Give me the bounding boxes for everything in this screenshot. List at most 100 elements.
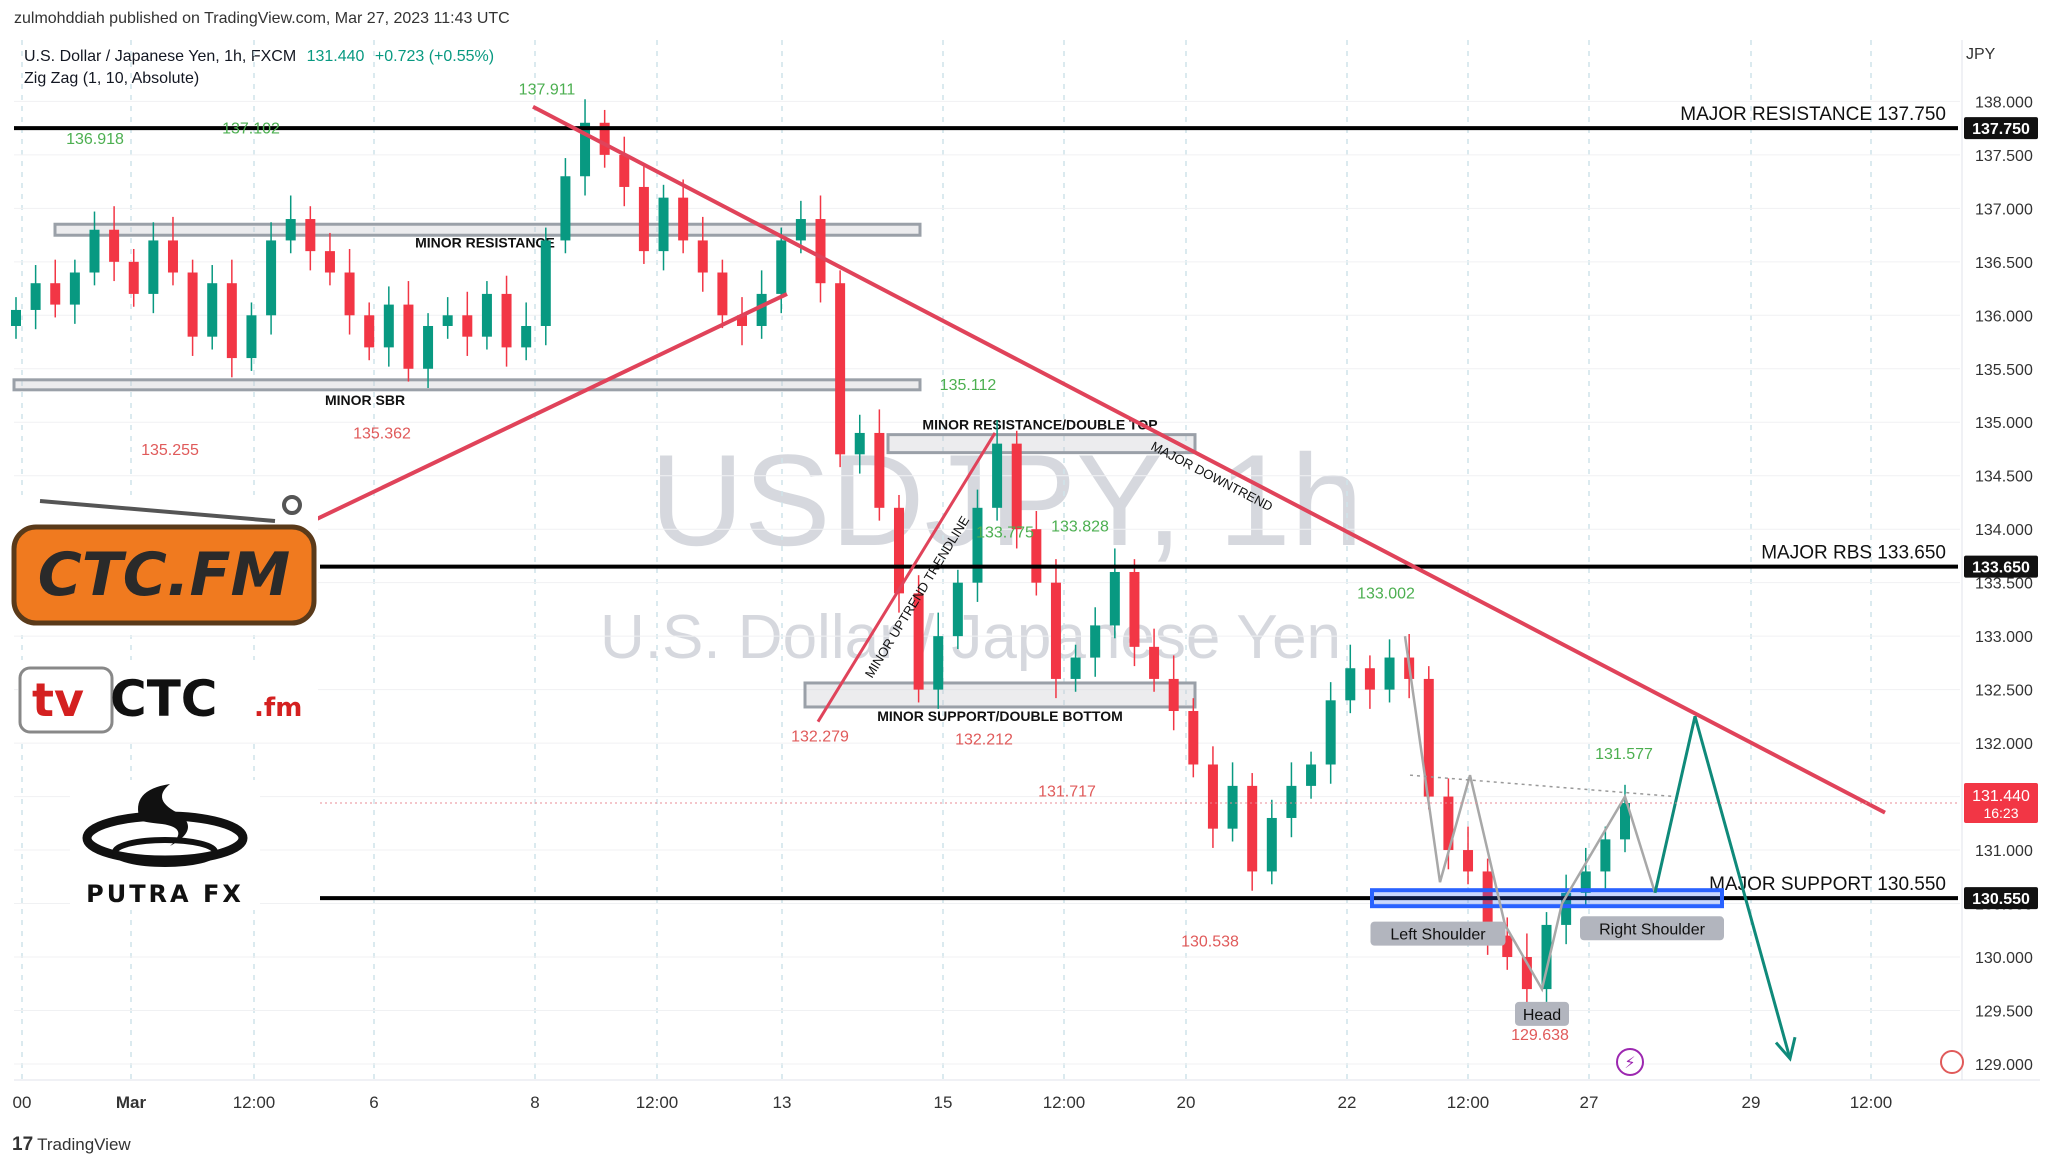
- candle-body: [128, 261, 139, 294]
- candle-body: [364, 315, 375, 348]
- candle-body: [697, 240, 708, 273]
- candle-body: [1580, 871, 1591, 893]
- tvctc-logo-ctc: CTC: [110, 670, 218, 728]
- publisher-line: zulmohddiah published on TradingView.com…: [14, 10, 510, 27]
- zigzag-label: 130.538: [1181, 933, 1239, 950]
- zigzag-label: 132.279: [791, 728, 849, 745]
- candle-body: [1541, 924, 1552, 990]
- candle-body: [874, 432, 885, 508]
- candle-body: [30, 283, 41, 310]
- tradingview-logo-icon: 17: [12, 1134, 34, 1155]
- candle-body: [1600, 839, 1611, 872]
- zone-label: MINOR RESISTANCE/DOUBLE TOP: [922, 417, 1157, 433]
- zone-box: [886, 433, 1197, 455]
- last-price: 131.440: [306, 48, 365, 65]
- zigzag-label: 137.911: [519, 82, 576, 99]
- major-downtrend-line: [532, 104, 1886, 815]
- candle-body: [835, 283, 846, 455]
- candle-body: [1129, 571, 1140, 647]
- price-tag-label: 133.650: [1972, 560, 2030, 577]
- major-level-label: MAJOR RBS 133.650: [1761, 543, 1946, 564]
- candle-body: [893, 507, 904, 594]
- candle-body: [1306, 764, 1317, 786]
- zone-label: MINOR SUPPORT/DOUBLE BOTTOM: [877, 708, 1123, 724]
- major-level-label: MAJOR SUPPORT 130.550: [1709, 874, 1946, 895]
- x-tick-label: 20: [1177, 1093, 1196, 1112]
- tradingview-footer[interactable]: 17 TradingView: [12, 1134, 131, 1156]
- x-tick-label: 15: [934, 1093, 953, 1112]
- zigzag-label: 135.362: [353, 426, 411, 443]
- y-tick-label: 132.000: [1975, 736, 2033, 753]
- projection-arrowhead: [1774, 1036, 1797, 1062]
- major-level-label: MAJOR RESISTANCE 137.750: [1680, 104, 1946, 125]
- y-tick-label: 137.000: [1975, 201, 2033, 218]
- x-tick-label: 29: [1742, 1093, 1761, 1112]
- candle-body: [266, 240, 277, 316]
- zone-label: MINOR SBR: [325, 392, 405, 408]
- candle-body: [580, 122, 591, 177]
- symbol-legend[interactable]: U.S. Dollar / Japanese Yen, 1h, FXCM 131…: [24, 48, 494, 66]
- candle-body: [795, 219, 806, 241]
- candle-body: [972, 507, 983, 583]
- candle-body: [815, 219, 826, 284]
- candle-body: [933, 636, 944, 690]
- candle-body: [344, 272, 355, 316]
- candle-body: [324, 251, 335, 273]
- candle-body: [1620, 802, 1630, 840]
- lightning-icon: [1616, 1048, 1644, 1076]
- candle-body: [226, 283, 237, 359]
- x-tick-label: 13: [773, 1093, 792, 1112]
- candle-body: [1050, 582, 1061, 679]
- y-tick-label: 131.000: [1975, 843, 2033, 860]
- candle-body: [1168, 678, 1179, 712]
- x-tick-label: Mar: [116, 1093, 147, 1112]
- x-tick-label: 00: [13, 1093, 32, 1112]
- price-tag: [1964, 555, 2038, 578]
- candle-body: [501, 293, 512, 348]
- candle-body: [383, 304, 394, 348]
- y-tick-label: 133.500: [1975, 576, 2033, 593]
- indicator-legend[interactable]: Zig Zag (1, 10, Absolute): [24, 70, 200, 87]
- candle-body: [1266, 817, 1277, 872]
- zone-box: [803, 681, 1197, 709]
- zigzag-label: 133.775: [976, 524, 1034, 541]
- zigzag-label: 133.002: [1357, 586, 1415, 603]
- candle-body: [1364, 668, 1375, 690]
- globe-icon: [1940, 1050, 1964, 1074]
- candle-body: [1031, 529, 1042, 583]
- candle-body: [442, 315, 453, 326]
- candle-body: [952, 582, 963, 637]
- pattern-label-pill: [1515, 1001, 1569, 1026]
- candle-body: [638, 186, 649, 252]
- x-tick-label: 12:00: [233, 1093, 276, 1112]
- candle-body: [678, 197, 689, 241]
- candle-body: [540, 240, 551, 326]
- neckline: [1409, 774, 1676, 798]
- candle-body: [1286, 785, 1297, 818]
- candle-body: [481, 293, 492, 337]
- x-tick-label: 12:00: [636, 1093, 679, 1112]
- candle-body: [69, 272, 80, 305]
- candle-body: [403, 304, 414, 369]
- symbol-description: U.S. Dollar / Japanese Yen, 1h, FXCM: [24, 48, 297, 65]
- candle-body: [1345, 668, 1356, 701]
- candle-body: [1207, 764, 1218, 829]
- candle-body: [50, 283, 61, 305]
- zigzag-label: 132.212: [955, 731, 1013, 748]
- price-tag-label: 130.550: [1972, 891, 2030, 908]
- candle-body: [1188, 711, 1199, 765]
- candle-body: [599, 122, 610, 155]
- pattern-label: Right Shoulder: [1599, 921, 1706, 938]
- candle-body: [1325, 700, 1336, 765]
- candle-body: [776, 240, 787, 294]
- lightning-icon-glyph: ⚡: [1624, 1053, 1635, 1072]
- candle-body: [1011, 443, 1022, 530]
- zigzag-label: 135.255: [141, 442, 199, 459]
- candle-body: [1502, 935, 1513, 958]
- candle-body: [1561, 892, 1572, 925]
- candle-body: [1070, 657, 1081, 679]
- candle-body: [854, 432, 865, 455]
- candle-body: [1149, 646, 1160, 679]
- y-tick-label: 133.000: [1975, 629, 2033, 646]
